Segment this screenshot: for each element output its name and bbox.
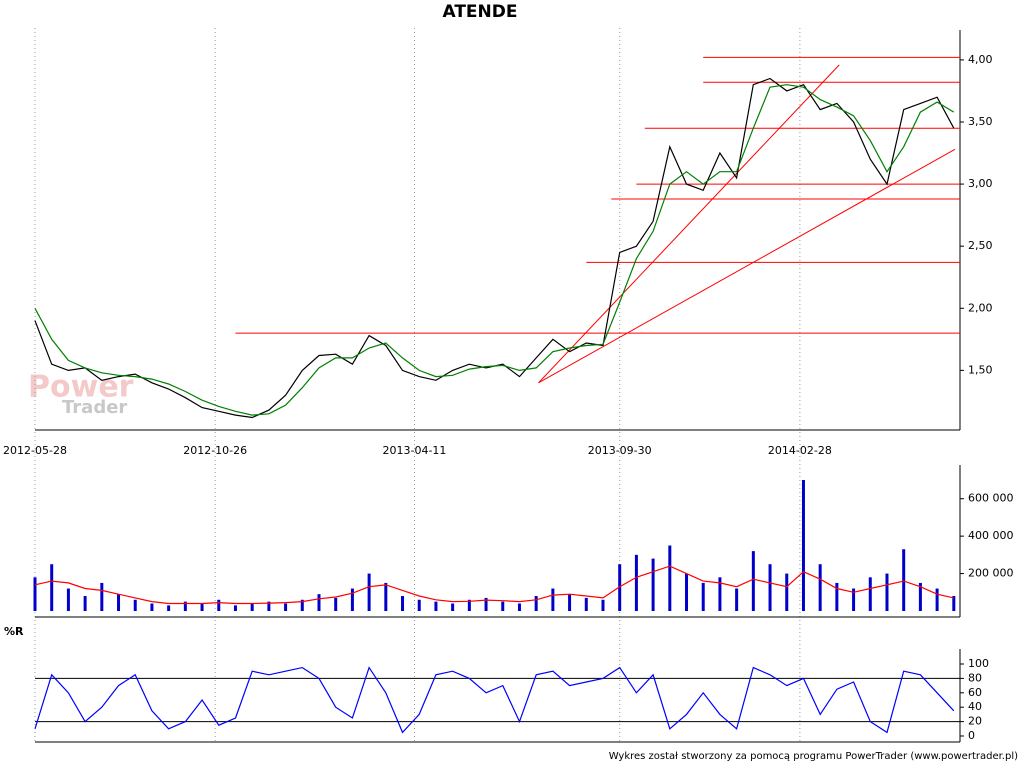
volume-bar [167, 605, 171, 611]
y-tick-label: 80 [968, 671, 982, 684]
y-tick-label: 200 000 [968, 567, 1014, 580]
volume-bar [651, 558, 655, 611]
volume-bar [601, 599, 605, 611]
volume-bar [918, 582, 922, 611]
volume-bar [551, 588, 555, 611]
y-tick-label: 40 [968, 700, 982, 713]
volume-bar [852, 588, 856, 611]
volume-bar [517, 603, 521, 611]
volume-bar [367, 573, 371, 611]
volume-bar [835, 582, 839, 611]
volume-bar [217, 599, 221, 611]
volume-bar [818, 564, 822, 611]
volume-bar [735, 588, 739, 611]
trend-line [538, 64, 840, 384]
volume-bar [718, 577, 722, 611]
volume-bar [501, 601, 505, 611]
volume-bar [451, 603, 455, 611]
y-tick-label: 1,50 [968, 363, 993, 376]
volume-bar [801, 480, 805, 611]
series-line [34, 565, 954, 605]
trend-line [538, 148, 956, 384]
y-tick-label: 600 000 [968, 492, 1014, 505]
y-tick-label: 20 [968, 715, 982, 728]
volume-bar [751, 551, 755, 611]
volume-bar [33, 577, 37, 611]
volume-bar [83, 596, 87, 611]
volume-bar [250, 603, 254, 611]
volume-bar [467, 599, 471, 611]
x-tick-label: 2012-10-26 [183, 444, 247, 457]
volume-bar [133, 599, 137, 611]
volume-bar [618, 564, 622, 611]
series-line [34, 84, 955, 416]
volume-bar [117, 594, 121, 611]
y-tick-label: 3,00 [968, 177, 993, 190]
volume-bar [634, 554, 638, 611]
volume-bar [685, 573, 689, 611]
x-tick-label: 2013-09-30 [588, 444, 652, 457]
volume-bar [484, 597, 488, 611]
volume-bar [384, 582, 388, 611]
y-tick-label: 400 000 [968, 529, 1014, 542]
volume-bar [233, 605, 237, 611]
chart-title: ATENDE [443, 2, 518, 22]
volume-bar [417, 599, 421, 611]
volume-bar [267, 601, 271, 611]
volume-bar [902, 549, 906, 611]
series-line [34, 666, 955, 734]
volume-bar [935, 588, 939, 611]
volume-bar [150, 603, 154, 611]
y-tick-label: 0 [968, 729, 975, 742]
volume-bar [200, 603, 204, 611]
volume-bar [534, 596, 538, 611]
volume-bar [50, 564, 54, 611]
y-tick-label: 100 [968, 657, 989, 670]
volume-bar [568, 594, 572, 611]
y-tick-label: 2,50 [968, 239, 993, 252]
x-tick-label: 2012-05-28 [3, 444, 67, 457]
volume-bar [952, 596, 956, 611]
volume-bar [868, 577, 872, 611]
volume-bar [66, 588, 70, 611]
volume-bar [401, 596, 405, 611]
y-tick-label: 4,00 [968, 53, 993, 66]
volume-bar [100, 582, 104, 611]
volume-bar [434, 601, 438, 611]
volume-bar [183, 601, 187, 611]
volume-bar [768, 564, 772, 611]
volume-bar [785, 573, 789, 611]
volume-bar [300, 599, 304, 611]
volume-bar [668, 545, 672, 611]
volume-bar [334, 597, 338, 611]
volume-bar [885, 573, 889, 611]
volume-bar [350, 588, 354, 611]
volume-bar [317, 594, 321, 611]
y-tick-label: 3,50 [968, 115, 993, 128]
y-tick-label: 60 [968, 686, 982, 699]
x-tick-label: 2013-04-11 [382, 444, 446, 457]
volume-bar [701, 582, 705, 611]
volume-bar [284, 603, 288, 611]
footer: Wykres został stworzony za pomocą progra… [609, 751, 1018, 762]
watermark: Trader [62, 397, 127, 418]
volume-bar [584, 597, 588, 611]
y-tick-label: 2,00 [968, 301, 993, 314]
panel-title: %R [4, 625, 24, 638]
x-tick-label: 2014-02-28 [768, 444, 832, 457]
